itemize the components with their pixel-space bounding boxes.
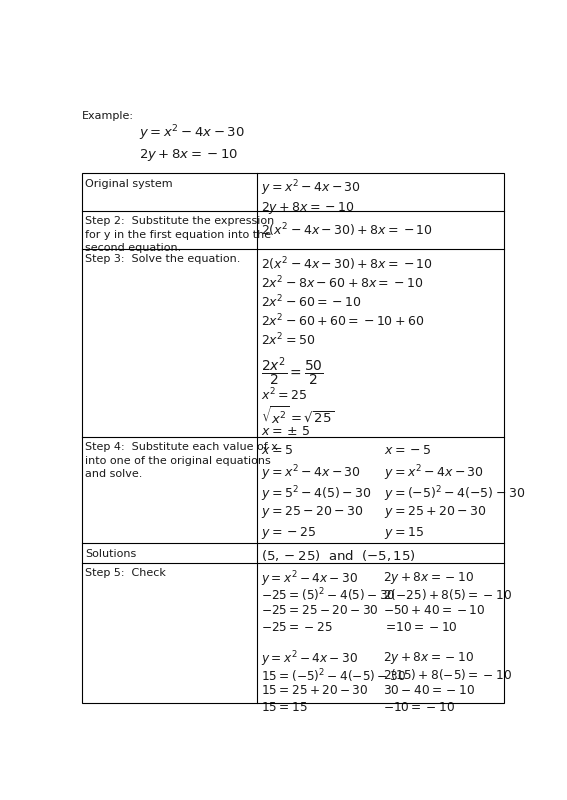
Text: $2x^2 - 60 + 60 = -10 + 60$: $2x^2 - 60 + 60 = -10 + 60$ — [261, 313, 425, 330]
Text: Original system: Original system — [86, 179, 173, 189]
Text: $2y + 8x = -10$: $2y + 8x = -10$ — [139, 147, 238, 163]
Text: Step 4:  Substitute each value of x
into one of the original equations
and solve: Step 4: Substitute each value of x into … — [86, 442, 278, 479]
Text: $-25 = (5)^2 - 4(5) - 30$: $-25 = (5)^2 - 4(5) - 30$ — [261, 587, 396, 605]
Text: $15 = (-5)^2 - 4(-5) - 30$: $15 = (-5)^2 - 4(-5) - 30$ — [261, 667, 406, 685]
Text: $15 = 25 + 20 - 30$: $15 = 25 + 20 - 30$ — [261, 684, 369, 697]
Text: $y = 5^2 - 4(5) - 30$: $y = 5^2 - 4(5) - 30$ — [261, 484, 372, 504]
Text: $2(-25) + 8(5) = -10$: $2(-25) + 8(5) = -10$ — [383, 587, 511, 602]
Text: $2x^2 = 50$: $2x^2 = 50$ — [261, 332, 316, 349]
Text: $2(x^2 - 4x - 30) + 8x = -10$: $2(x^2 - 4x - 30) + 8x = -10$ — [261, 255, 433, 273]
Text: $y = x^2 - 4x - 30$: $y = x^2 - 4x - 30$ — [261, 178, 361, 198]
Text: Step 3:  Solve the equation.: Step 3: Solve the equation. — [86, 254, 241, 264]
Text: $y = x^2 - 4x - 30$: $y = x^2 - 4x - 30$ — [139, 124, 245, 143]
Text: $=\!10 = -10$: $=\!10 = -10$ — [383, 622, 457, 634]
Text: Solutions: Solutions — [86, 550, 137, 559]
Text: $-10 = -10$: $-10 = -10$ — [383, 702, 455, 714]
Text: $y = -25$: $y = -25$ — [261, 525, 316, 541]
Text: $2y + 8x = -10$: $2y + 8x = -10$ — [383, 570, 473, 586]
Text: $x = -5$: $x = -5$ — [384, 443, 431, 457]
Text: $\sqrt{x^2} = \sqrt{25}$: $\sqrt{x^2} = \sqrt{25}$ — [261, 406, 335, 426]
Text: $y = x^2 - 4x - 30$: $y = x^2 - 4x - 30$ — [261, 570, 358, 589]
Text: $-25 = -25$: $-25 = -25$ — [261, 622, 333, 634]
Text: $x = \pm\,5$: $x = \pm\,5$ — [261, 425, 311, 438]
Text: Example:: Example: — [82, 111, 134, 122]
Text: $y = x^2 - 4x - 30$: $y = x^2 - 4x - 30$ — [261, 650, 358, 670]
Text: $x^2 = 25$: $x^2 = 25$ — [261, 386, 308, 403]
Text: $30 - 40 = -10$: $30 - 40 = -10$ — [383, 684, 475, 697]
Text: $2x^2 - 60 = -10$: $2x^2 - 60 = -10$ — [261, 294, 362, 310]
Text: $2x^2 - 8x - 60 + 8x = -10$: $2x^2 - 8x - 60 + 8x = -10$ — [261, 274, 424, 291]
Text: $2y + 8x = -10$: $2y + 8x = -10$ — [383, 650, 473, 666]
Text: $-50 + 40 = -10$: $-50 + 40 = -10$ — [383, 604, 485, 617]
Text: $\dfrac{2x^2}{2} = \dfrac{50}{2}$: $\dfrac{2x^2}{2} = \dfrac{50}{2}$ — [261, 354, 324, 387]
Text: $y = x^2 - 4x - 30$: $y = x^2 - 4x - 30$ — [384, 464, 484, 483]
Text: Step 5:  Check: Step 5: Check — [86, 568, 166, 578]
Text: $15 = 15$: $15 = 15$ — [261, 702, 308, 714]
Text: $2(x^2 - 4x - 30) + 8x = -10$: $2(x^2 - 4x - 30) + 8x = -10$ — [261, 221, 433, 238]
Text: $y = x^2 - 4x - 30$: $y = x^2 - 4x - 30$ — [261, 464, 361, 483]
Text: Step 2:  Substitute the expression
for y in the first equation into the
second e: Step 2: Substitute the expression for y … — [86, 216, 274, 254]
Text: $y = 25 - 20 - 30$: $y = 25 - 20 - 30$ — [261, 505, 364, 521]
Bar — [82, 173, 503, 702]
Text: $2(15) + 8(-5) = -10$: $2(15) + 8(-5) = -10$ — [383, 667, 511, 682]
Text: $-25 = 25 - 20 - 30$: $-25 = 25 - 20 - 30$ — [261, 604, 379, 617]
Text: $x = 5$: $x = 5$ — [261, 443, 293, 457]
Text: $y = 25 + 20 - 30$: $y = 25 + 20 - 30$ — [384, 505, 486, 521]
Text: $y = (-5)^2 - 4(-5) - 30$: $y = (-5)^2 - 4(-5) - 30$ — [384, 484, 525, 504]
Text: $2y + 8x = -10$: $2y + 8x = -10$ — [261, 200, 355, 216]
Text: $y = 15$: $y = 15$ — [384, 525, 424, 541]
Text: $(5,-25)$  and  $(-5,15)$: $(5,-25)$ and $(-5,15)$ — [261, 548, 416, 563]
